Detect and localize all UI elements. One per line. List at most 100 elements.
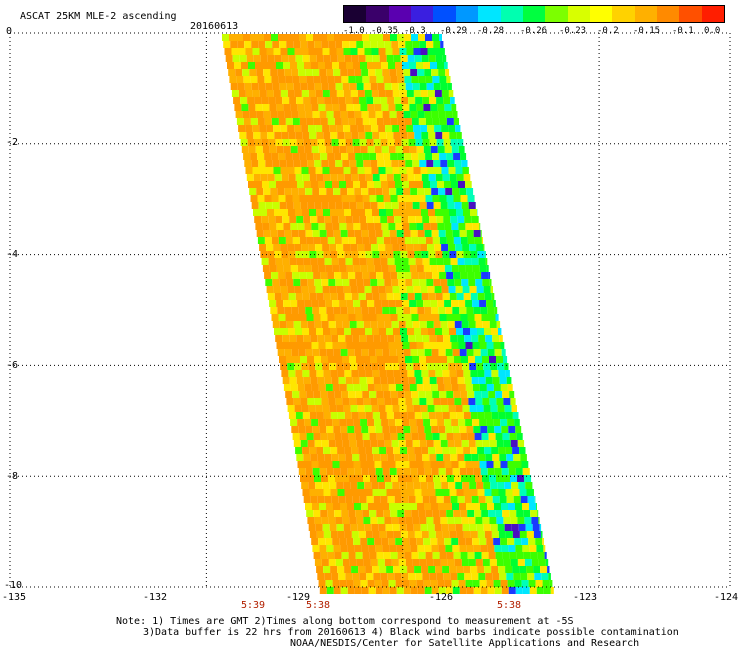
swath-cell [329, 167, 337, 174]
swath-cell [425, 314, 433, 321]
swath-cell [457, 258, 465, 265]
swath-cell [362, 153, 370, 160]
swath-cell [372, 370, 380, 377]
swath-cell [408, 216, 416, 223]
swath-cell [393, 55, 401, 62]
swath-cell [494, 307, 498, 314]
swath-cell [462, 286, 470, 293]
swath-cell [378, 363, 386, 370]
swath-cell [324, 139, 332, 146]
swath-cell [467, 552, 475, 559]
swath-cell [448, 524, 456, 531]
swath-cell [470, 531, 478, 538]
swath-cell [544, 552, 547, 559]
swath-cell [435, 566, 443, 573]
swath-cell [304, 461, 312, 468]
swath-cell [298, 230, 306, 237]
swath-cell [370, 321, 378, 328]
swath-cell [442, 328, 449, 335]
swath-cell [278, 34, 285, 41]
swath-cell [290, 146, 298, 153]
swath-cell [459, 468, 467, 475]
swath-cell [361, 307, 369, 314]
swath-cell [346, 62, 353, 69]
swath-cell [331, 335, 339, 342]
swath-cell [361, 349, 369, 356]
swath-cell [380, 97, 388, 104]
swath-cell [445, 349, 453, 356]
swath-cell [301, 48, 309, 55]
swath-cell [307, 321, 315, 328]
swath-cell [319, 503, 326, 510]
swath-cell [452, 349, 460, 356]
swath-cell [373, 377, 381, 384]
swath-cell [515, 426, 522, 433]
swath-cell [343, 244, 351, 251]
swath-cell [442, 251, 450, 258]
swath-cell [436, 139, 444, 146]
swath-cell [461, 559, 469, 566]
swath-cell [356, 160, 364, 167]
swath-cell [309, 209, 316, 216]
swath-cell [329, 482, 337, 489]
swath-cell [303, 258, 311, 265]
swath-cell [303, 454, 311, 461]
swath-cell [255, 181, 262, 188]
swath-cell [308, 524, 316, 531]
swath-cell [279, 202, 287, 209]
swath-cell [388, 538, 396, 545]
swath-cell [459, 503, 466, 510]
swath-cell [365, 566, 373, 573]
swath-cell [359, 496, 367, 503]
swath-cell [436, 573, 444, 580]
swath-cell [332, 300, 340, 307]
swath-cell [235, 111, 243, 118]
swath-cell [438, 188, 446, 195]
swath-cell [256, 188, 264, 195]
swath-cell [292, 433, 300, 440]
swath-cell [417, 468, 425, 475]
swath-cell [306, 237, 314, 244]
swath-cell [426, 202, 434, 209]
swath-cell [285, 76, 293, 83]
swath-cell [448, 482, 456, 489]
swath-cell [292, 272, 300, 279]
swath-cell [426, 356, 433, 363]
swath-cell [344, 531, 352, 538]
swath-cell [418, 195, 426, 202]
swath-cell [456, 209, 463, 216]
swath-cell [285, 34, 292, 41]
swath-cell [321, 559, 329, 566]
swath-cell [319, 426, 327, 433]
swath-cell [436, 496, 444, 503]
swath-cell [419, 202, 427, 209]
swath-cell [420, 363, 428, 370]
swath-cell [423, 384, 431, 391]
swath-cell [316, 209, 323, 216]
swath-cell [451, 419, 459, 426]
swath-cell [438, 468, 446, 475]
swath-cell [367, 146, 375, 153]
swath-cell [373, 496, 381, 503]
swath-cell [442, 489, 450, 496]
swath-cell [474, 314, 482, 321]
swath-cell [357, 363, 365, 370]
swath-cell [469, 244, 477, 251]
swath-cell [316, 251, 324, 258]
swath-cell [372, 209, 379, 216]
swath-cell [445, 426, 453, 433]
swath-cell [413, 167, 421, 174]
swath-cell [376, 433, 384, 440]
swath-cell [329, 48, 337, 55]
swath-cell [542, 580, 550, 587]
swath-cell [360, 146, 368, 153]
swath-cell [265, 83, 273, 90]
swath-cell [324, 97, 332, 104]
swath-cell [479, 419, 487, 426]
swath-cell [474, 237, 482, 244]
swath-cell [353, 461, 361, 468]
swath-cell [447, 83, 452, 90]
swath-cell [252, 90, 260, 97]
swath-cell [529, 503, 536, 510]
swath-cell [390, 195, 398, 202]
